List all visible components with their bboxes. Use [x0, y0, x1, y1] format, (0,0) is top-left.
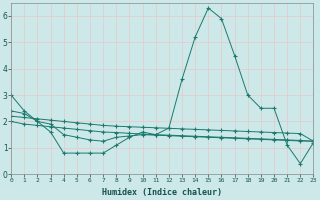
X-axis label: Humidex (Indice chaleur): Humidex (Indice chaleur) [102, 188, 222, 197]
